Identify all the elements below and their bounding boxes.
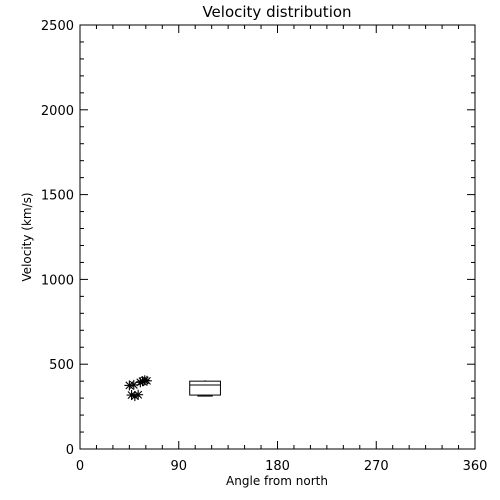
x-tick-label: 90 — [170, 459, 187, 474]
y-tick-label: 1000 — [41, 273, 74, 288]
chart-title: Velocity distribution — [202, 3, 351, 21]
y-tick-label: 0 — [66, 443, 74, 458]
plot-frame — [79, 24, 476, 450]
y-tick-label: 500 — [49, 358, 74, 373]
x-axis-label: Angle from north — [226, 474, 328, 488]
x-tick-label: 0 — [76, 459, 84, 474]
box-iqr — [189, 380, 221, 396]
data-points — [124, 375, 152, 402]
axis-ticks — [79, 24, 476, 450]
x-tick-label: 180 — [265, 459, 290, 474]
x-tick-label: 270 — [364, 459, 389, 474]
box-plot — [189, 380, 221, 397]
y-tick-label: 2000 — [41, 104, 74, 119]
y-axis-label: Velocity (km/s) — [20, 192, 34, 281]
y-tick-labels: 0 500 1000 1500 2000 2500 — [41, 19, 74, 458]
x-tick-labels: 0 90 180 270 360 — [76, 459, 488, 474]
y-tick-label: 2500 — [41, 19, 74, 34]
y-tick-label: 1500 — [41, 189, 74, 204]
data-point — [128, 379, 139, 390]
x-tick-label: 360 — [463, 459, 488, 474]
data-point — [133, 389, 144, 400]
data-point — [141, 375, 152, 386]
